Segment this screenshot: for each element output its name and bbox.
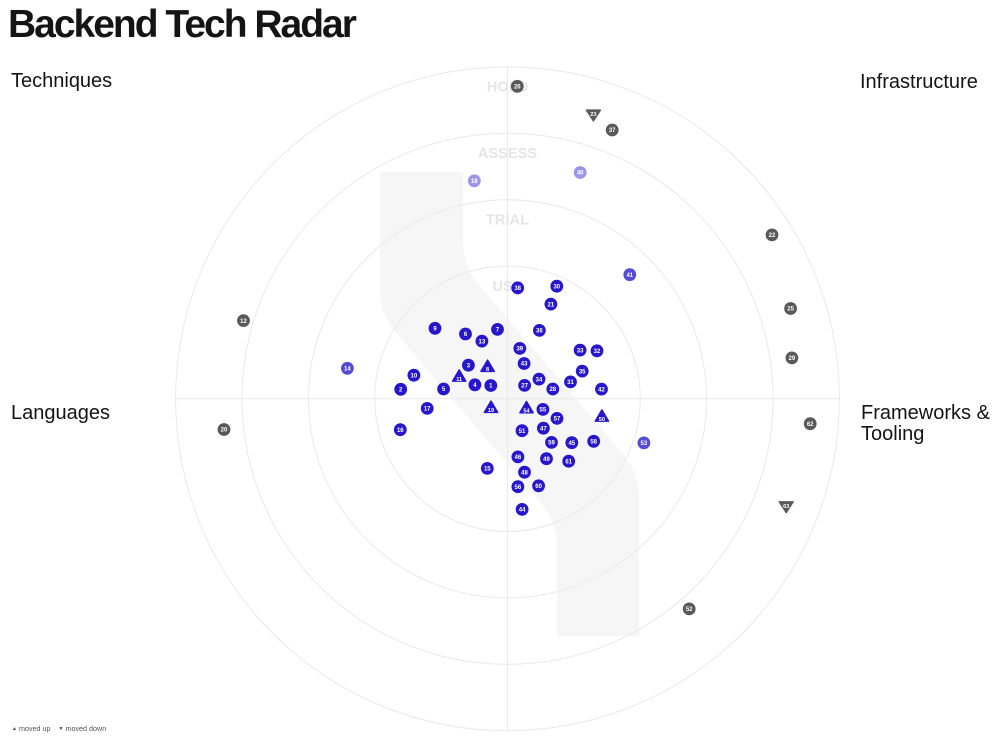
svg-text:3: 3	[467, 363, 471, 369]
svg-text:30: 30	[553, 284, 560, 290]
svg-text:ASSESS: ASSESS	[478, 146, 537, 162]
svg-text:5: 5	[442, 387, 446, 393]
svg-text:23: 23	[590, 112, 596, 118]
svg-text:18: 18	[471, 179, 478, 185]
svg-text:49: 49	[543, 457, 550, 463]
svg-text:62: 62	[807, 422, 814, 428]
svg-text:55: 55	[540, 408, 547, 414]
svg-text:33: 33	[577, 348, 584, 354]
svg-text:41: 41	[626, 273, 633, 279]
svg-text:27: 27	[521, 384, 528, 390]
svg-text:TRIAL: TRIAL	[486, 213, 529, 229]
svg-text:56: 56	[515, 485, 522, 491]
svg-text:31: 31	[567, 380, 574, 386]
svg-text:19: 19	[488, 408, 494, 414]
svg-text:45: 45	[568, 441, 575, 447]
svg-text:35: 35	[579, 369, 586, 375]
svg-text:4: 4	[473, 383, 477, 389]
svg-text:9: 9	[433, 327, 437, 333]
svg-text:39: 39	[516, 347, 523, 353]
svg-text:29: 29	[789, 356, 796, 362]
svg-text:52: 52	[686, 607, 693, 613]
svg-text:36: 36	[536, 329, 543, 335]
svg-text:12: 12	[240, 319, 247, 325]
svg-text:42: 42	[598, 387, 605, 393]
svg-text:11: 11	[456, 377, 462, 383]
svg-text:37: 37	[609, 128, 616, 134]
svg-text:57: 57	[554, 417, 561, 423]
svg-text:1: 1	[489, 384, 493, 390]
svg-text:59: 59	[548, 441, 555, 447]
svg-text:53: 53	[641, 441, 648, 447]
svg-text:13: 13	[479, 339, 486, 345]
svg-text:48: 48	[521, 470, 528, 476]
svg-text:58: 58	[590, 440, 597, 446]
svg-text:25: 25	[787, 307, 794, 313]
svg-text:7: 7	[496, 328, 500, 334]
svg-text:38: 38	[514, 286, 521, 292]
svg-text:15: 15	[484, 467, 491, 473]
svg-text:50: 50	[599, 417, 605, 423]
svg-text:40: 40	[577, 171, 584, 177]
svg-text:22: 22	[769, 233, 776, 239]
svg-text:21: 21	[548, 302, 555, 308]
svg-text:8: 8	[486, 367, 489, 373]
svg-text:60: 60	[535, 484, 542, 490]
svg-text:28: 28	[549, 387, 556, 393]
svg-text:14: 14	[344, 367, 351, 373]
svg-text:54: 54	[523, 409, 530, 415]
svg-text:47: 47	[540, 426, 547, 432]
svg-text:44: 44	[519, 508, 526, 514]
svg-text:34: 34	[536, 377, 543, 383]
svg-text:26: 26	[514, 85, 521, 91]
svg-text:61: 61	[565, 459, 572, 465]
svg-text:32: 32	[594, 349, 601, 355]
svg-text:43: 43	[521, 362, 528, 368]
svg-text:51: 51	[519, 429, 526, 435]
svg-text:20: 20	[221, 428, 228, 434]
svg-text:2: 2	[399, 388, 403, 394]
svg-text:17: 17	[424, 407, 431, 413]
svg-text:16: 16	[397, 428, 404, 434]
svg-text:6: 6	[464, 332, 468, 338]
svg-text:63: 63	[783, 504, 789, 510]
svg-text:46: 46	[515, 455, 522, 461]
svg-text:10: 10	[411, 373, 418, 379]
